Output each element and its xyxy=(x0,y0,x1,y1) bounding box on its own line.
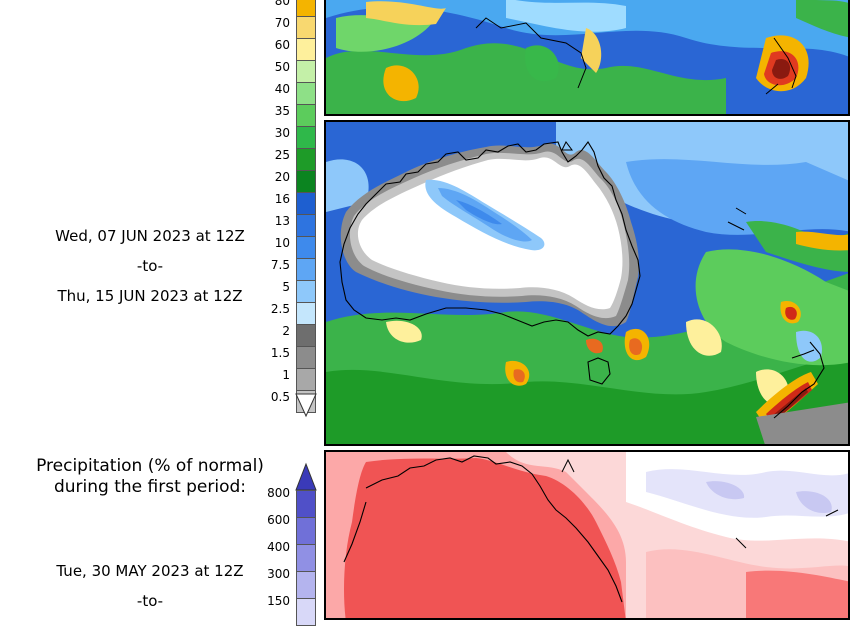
forecast-colorbar-tick-label: 2.5 xyxy=(270,302,290,316)
percent-normal-map xyxy=(324,450,850,620)
forecast-colorbar-tick-label: 80 xyxy=(274,0,290,8)
forecast-colorbar-color-swatch xyxy=(296,104,316,127)
forecast-colorbar-color-swatch xyxy=(296,126,316,149)
forecast-colorbar-tick-label: 40 xyxy=(274,82,290,96)
forecast-colorbar-color-swatch xyxy=(296,368,316,391)
forecast-colorbar-color-swatch xyxy=(296,38,316,61)
forecast-colorbar-color-swatch xyxy=(296,0,316,17)
forecast-colorbar-tick-label: 10 xyxy=(274,236,290,250)
forecast-accumulation-map xyxy=(324,120,850,446)
second-period-start: Tue, 30 MAY 2023 at 12Z xyxy=(56,562,244,580)
period-start: Wed, 07 JUN 2023 at 12Z xyxy=(55,227,245,245)
top-forecast-map xyxy=(324,0,850,116)
colorbar-high-arrow xyxy=(295,462,317,491)
forecast-colorbar-color-swatch xyxy=(296,82,316,105)
period-separator: -to- xyxy=(136,257,164,275)
percent-colorbar-color-swatch xyxy=(296,517,316,545)
forecast-colorbar-tick-label: 7.5 xyxy=(270,258,290,272)
forecast-colorbar-tick-label: 50 xyxy=(274,60,290,74)
forecast-colorbar-color-swatch xyxy=(296,16,316,39)
percent-colorbar-tick-label: 600 xyxy=(267,513,290,527)
second-period-separator: -to- xyxy=(136,592,164,610)
percent-colorbar-tick-label: 400 xyxy=(267,540,290,554)
forecast-colorbar xyxy=(296,0,316,413)
forecast-colorbar-color-swatch xyxy=(296,148,316,171)
forecast-colorbar-color-swatch xyxy=(296,60,316,83)
forecast-colorbar-color-swatch xyxy=(296,192,316,215)
forecast-colorbar-color-swatch xyxy=(296,324,316,347)
forecast-colorbar-tick-label: 1 xyxy=(282,368,290,382)
forecast-colorbar-tick-label: 2 xyxy=(282,324,290,338)
forecast-colorbar-tick-label: 5 xyxy=(282,280,290,294)
forecast-colorbar-tick-label: 1.5 xyxy=(270,346,290,360)
forecast-colorbar-tick-label: 16 xyxy=(274,192,290,206)
colorbar-low-arrow xyxy=(295,393,317,418)
forecast-colorbar-tick-label: 13 xyxy=(274,214,290,228)
forecast-colorbar-color-swatch xyxy=(296,170,316,193)
forecast-colorbar-tick-label: 60 xyxy=(274,38,290,52)
forecast-colorbar-color-swatch xyxy=(296,346,316,369)
percent-normal-title-line2: during the first period: xyxy=(53,477,247,497)
percent-colorbar-color-swatch xyxy=(296,490,316,518)
percent-colorbar-tick-label: 300 xyxy=(267,567,290,581)
forecast-colorbar-tick-label: 30 xyxy=(274,126,290,140)
forecast-colorbar-tick-label: 35 xyxy=(274,104,290,118)
forecast-colorbar-color-swatch xyxy=(296,302,316,325)
forecast-colorbar-tick-label: 70 xyxy=(274,16,290,30)
forecast-colorbar-tick-label: 20 xyxy=(274,170,290,184)
period-end: Thu, 15 JUN 2023 at 12Z xyxy=(57,287,243,305)
percent-normal-title-line1: Precipitation (% of normal) xyxy=(36,456,264,476)
forecast-colorbar-tick-label: 0.5 xyxy=(270,390,290,404)
percent-colorbar-tick-label: 800 xyxy=(267,486,290,500)
forecast-colorbar-tick-label: 25 xyxy=(274,148,290,162)
